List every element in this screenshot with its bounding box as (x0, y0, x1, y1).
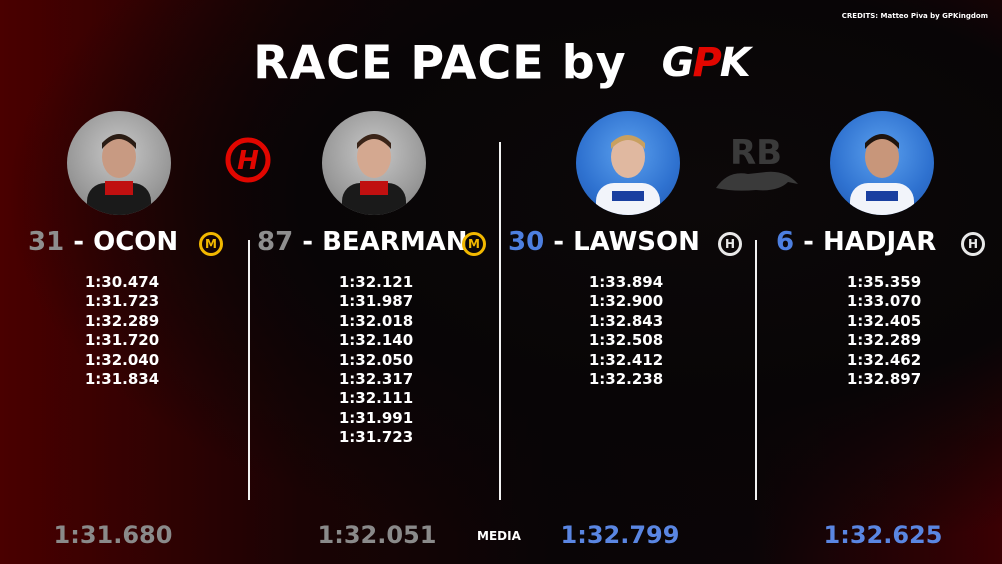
lap-time: 1:32.412 (588, 350, 664, 369)
svg-text:H: H (237, 146, 259, 176)
driver-name-bearman: 87 - BEARMAN (257, 227, 468, 257)
haas-logo: H (216, 137, 280, 183)
laps-list-hadjar: 1:35.359 1:33.070 1:32.405 1:32.289 1:32.462… (804, 273, 964, 389)
lap-time: 1:30.474 (84, 273, 160, 291)
page-title: RACE PACE by GPK (0, 32, 1002, 90)
lap-time: 1:32.462 (846, 350, 922, 369)
lap-time: 1:32.111 (338, 389, 414, 408)
lap-time: 1:32.018 (338, 311, 414, 330)
lap-time: 1:32.238 (588, 370, 664, 389)
lap-time: 1:32.508 (588, 331, 664, 350)
gpk-logo: GPK (661, 39, 751, 86)
racing-bulls-logo: RB (708, 126, 804, 198)
lap-time: 1:31.987 (338, 292, 414, 311)
lap-time: 1:32.289 (846, 331, 922, 350)
lap-time: 1:35.359 (846, 273, 922, 291)
lap-time: 1:32.289 (84, 311, 160, 330)
title-text: RACE PACE by (253, 35, 627, 90)
divider (499, 142, 501, 500)
media-label: MEDIA (477, 529, 521, 543)
divider (755, 240, 757, 500)
lap-time: 1:31.723 (84, 292, 160, 311)
svg-text:RB: RB (730, 133, 782, 173)
tyre-hard-icon: H (718, 232, 742, 256)
driver-name-lawson: 30 - LAWSON (508, 227, 700, 257)
lap-time: 1:32.040 (84, 350, 160, 369)
avatar-bearman (322, 111, 426, 215)
driver-name-hadjar: 6 - HADJAR (776, 227, 937, 257)
lap-time: 1:32.140 (338, 331, 414, 350)
laps-list-ocon: 1:30.474 1:31.723 1:32.289 1:31.720 1:32.040… (42, 273, 202, 389)
laps-list-lawson: 1:33.894 1:32.900 1:32.843 1:32.508 1:32.412… (546, 273, 706, 389)
divider (248, 240, 250, 500)
average-hadjar: 1:32.625 (823, 521, 943, 549)
lap-time: 1:31.991 (338, 408, 414, 427)
lap-time: 1:31.834 (84, 370, 160, 389)
lap-time: 1:32.121 (338, 273, 414, 291)
avatar-hadjar (830, 111, 934, 215)
lap-time: 1:31.723 (338, 428, 414, 447)
lap-time: 1:32.317 (338, 370, 414, 389)
tyre-medium-icon: M (199, 232, 223, 256)
lap-time: 1:31.720 (84, 331, 160, 350)
avatar-lawson (576, 111, 680, 215)
lap-time: 1:33.070 (846, 292, 922, 311)
lap-time: 1:32.405 (846, 311, 922, 330)
lap-time: 1:32.050 (338, 350, 414, 369)
average-lawson: 1:32.799 (560, 521, 680, 549)
credits-text: CREDITS: Matteo Piva by GPKingdom (841, 12, 988, 20)
lap-time: 1:32.900 (588, 292, 664, 311)
driver-name-ocon: 31 - OCON (28, 227, 179, 257)
average-bearman: 1:32.051 (317, 521, 437, 549)
tyre-hard-icon: H (961, 232, 985, 256)
average-ocon: 1:31.680 (53, 521, 173, 549)
tyre-medium-icon: M (462, 232, 486, 256)
lap-time: 1:33.894 (588, 273, 664, 291)
avatar-ocon (67, 111, 171, 215)
laps-list-bearman: 1:32.121 1:31.987 1:32.018 1:32.140 1:32.050… (296, 273, 456, 448)
lap-time: 1:32.897 (846, 370, 922, 389)
lap-time: 1:32.843 (588, 311, 664, 330)
